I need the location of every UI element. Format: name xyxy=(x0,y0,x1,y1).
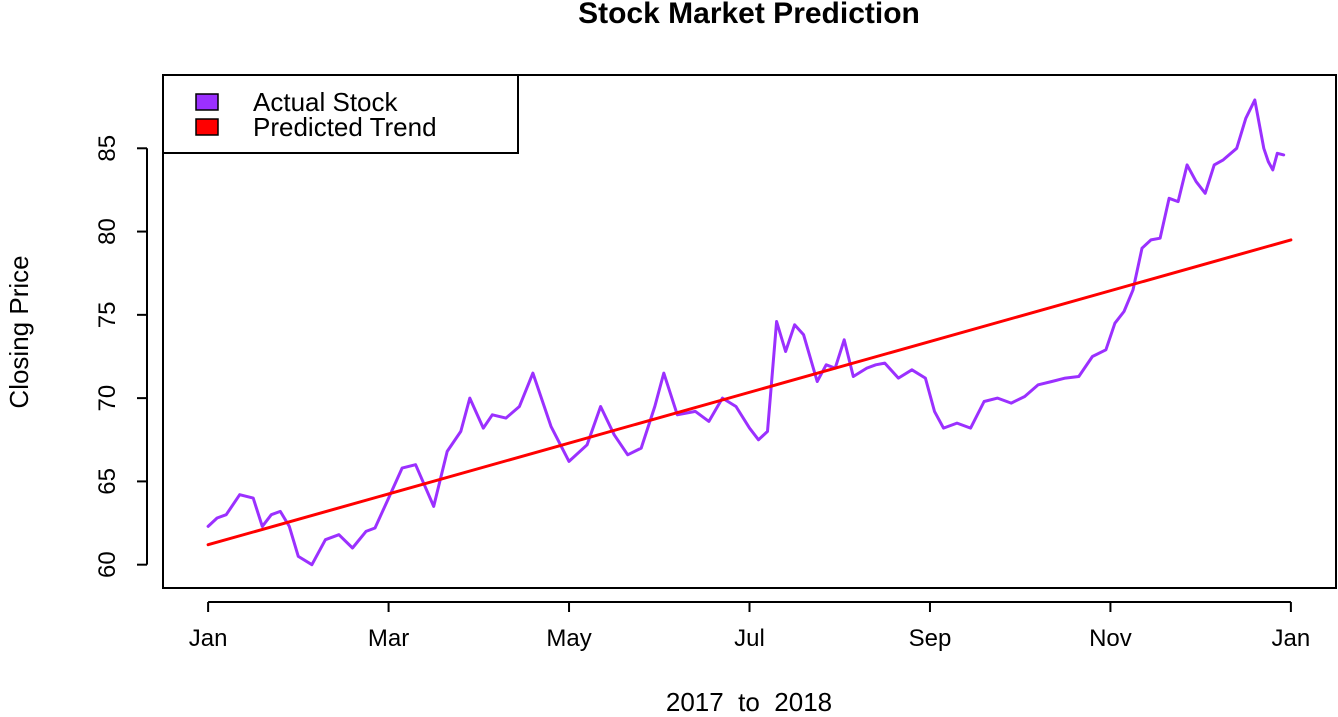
legend-swatch xyxy=(195,93,219,111)
x-tick-label: Mar xyxy=(368,625,409,652)
x-axis-label: 2017 to 2018 xyxy=(666,687,832,712)
y-tick-label: 85 xyxy=(94,135,121,162)
y-axis-label: Closing Price xyxy=(4,255,34,408)
x-tick-label: Jul xyxy=(734,625,765,652)
series-lines xyxy=(206,98,1293,567)
x-tick-label: Nov xyxy=(1089,625,1132,652)
x-tick-label: Jan xyxy=(189,625,228,652)
legend-box xyxy=(162,74,519,154)
y-tick-label: 60 xyxy=(94,551,121,578)
y-tick-label: 75 xyxy=(94,301,121,328)
x-tick-label: May xyxy=(546,625,591,652)
y-tick-label: 70 xyxy=(94,385,121,412)
legend-label: Actual Stock xyxy=(253,87,399,117)
x-tick-label: Sep xyxy=(909,625,952,652)
plot-box xyxy=(162,74,1337,589)
chart-title: Stock Market Prediction xyxy=(578,0,920,30)
legend-swatch xyxy=(195,118,219,136)
axis-ticks: Jan Mar May Jul Sep Nov Jan 60 65 70 75 80 85 xyxy=(94,135,1310,652)
actual-stock-line xyxy=(206,98,1286,567)
x-tick-label: Jan xyxy=(1272,625,1311,652)
predicted-trend-line xyxy=(206,238,1293,547)
y-tick-label: 65 xyxy=(94,468,121,495)
legend-label: Predicted Trend xyxy=(253,112,437,142)
y-tick-label: 80 xyxy=(94,218,121,245)
